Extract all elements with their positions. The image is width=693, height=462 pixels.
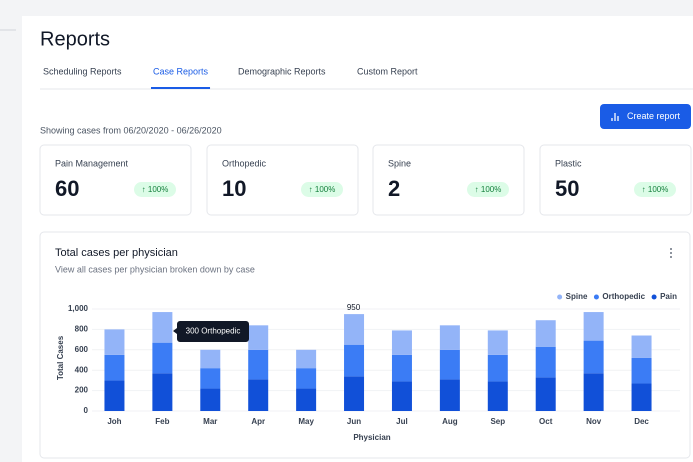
bar-segment xyxy=(296,368,317,389)
bar-segment xyxy=(248,379,269,411)
tab[interactable]: Demographic Reports xyxy=(238,66,326,76)
x-tick-label: Dec xyxy=(634,417,649,426)
bar-segment xyxy=(439,349,460,380)
bar-segment xyxy=(583,340,604,374)
y-tick-label: 1,000 xyxy=(68,304,89,313)
bar-segment xyxy=(152,373,173,411)
bar-segment xyxy=(487,381,508,411)
change-badge xyxy=(134,182,176,197)
button-label[interactable]: Create report xyxy=(627,111,681,121)
bar-segment xyxy=(248,325,269,350)
bar-segment xyxy=(104,354,125,381)
stat-card xyxy=(372,144,525,216)
y-tick-label: 200 xyxy=(75,386,89,395)
card-value: 10 xyxy=(222,176,246,201)
card-value: 2 xyxy=(388,176,400,201)
change-text: ↑ 100% xyxy=(642,185,669,194)
bar-segment xyxy=(200,388,221,411)
tooltip-text: 300 Orthopedic xyxy=(186,327,241,336)
card-label: Spine xyxy=(388,158,411,168)
legend-dot xyxy=(593,294,599,300)
bar-segment xyxy=(200,368,221,389)
change-badge xyxy=(634,182,676,197)
bar-segment xyxy=(535,346,556,378)
change-badge xyxy=(301,182,343,197)
x-tick-label: May xyxy=(298,417,314,426)
bar-segment xyxy=(535,377,556,411)
change-text: ↑ 100% xyxy=(309,185,336,194)
bar-segment xyxy=(535,320,556,347)
legend-dot xyxy=(651,294,657,300)
bar-segment xyxy=(104,380,125,411)
tab[interactable]: Case Reports xyxy=(153,66,209,76)
x-tick-label: Mar xyxy=(203,417,217,426)
bar-segment xyxy=(439,325,460,350)
legend-label: Spine xyxy=(566,292,588,301)
bar-segment xyxy=(344,314,365,345)
bar-segment xyxy=(391,330,412,355)
stat-card xyxy=(539,144,692,216)
page-title: Reports xyxy=(40,28,110,50)
card-label: Pain Management xyxy=(55,158,129,168)
x-tick-label: Feb xyxy=(155,417,169,426)
bar-segment xyxy=(200,349,221,369)
button-icon xyxy=(611,113,619,121)
bar-segment xyxy=(583,373,604,411)
x-tick-label: Nov xyxy=(586,417,602,426)
x-axis-label: Physician xyxy=(353,433,390,442)
bar-segment xyxy=(631,383,652,411)
chart-menu[interactable] xyxy=(670,248,672,258)
bar-segment xyxy=(439,379,460,411)
date-range: Showing cases from 06/20/2020 - 06/26/20… xyxy=(40,125,222,135)
bar-segment xyxy=(248,349,269,380)
bar-segment xyxy=(391,354,412,382)
bar-segment xyxy=(631,335,652,358)
bar-segment xyxy=(296,388,317,411)
bar-segment xyxy=(487,330,508,355)
bar-segment xyxy=(296,349,317,369)
legend-label: Pain xyxy=(660,292,677,301)
change-badge xyxy=(467,182,509,197)
card-label: Plastic xyxy=(555,158,582,168)
x-tick-label: Jun xyxy=(347,417,361,426)
x-tick-label: Joh xyxy=(107,417,121,426)
bar-segment xyxy=(391,381,412,411)
change-text: ↑ 100% xyxy=(475,185,502,194)
tooltip-box xyxy=(173,321,249,342)
bar-segment xyxy=(152,312,173,343)
card-value: 50 xyxy=(555,176,579,201)
y-tick-label: 0 xyxy=(84,406,89,415)
bar-segment xyxy=(104,329,125,355)
card-value: 60 xyxy=(55,176,79,201)
x-tick-label: Sep xyxy=(490,417,505,426)
chart-title: Total cases per physician xyxy=(55,247,178,259)
x-tick-label: Jul xyxy=(396,417,408,426)
total-label: 950 xyxy=(347,303,361,312)
legend-dot xyxy=(557,294,563,300)
stat-card xyxy=(39,144,192,216)
bar-segment xyxy=(631,357,652,384)
bar-segment xyxy=(487,354,508,382)
x-tick-label: Oct xyxy=(539,417,553,426)
y-axis-label: Total Cases xyxy=(56,335,65,380)
bar-segment xyxy=(344,376,365,411)
y-tick-label: 600 xyxy=(75,345,89,354)
legend-label: Orthopedic xyxy=(602,292,645,301)
bar-segment xyxy=(583,312,604,341)
chart-subtitle: View all cases per physician broken down… xyxy=(55,264,255,274)
card-label: Orthopedic xyxy=(222,158,267,168)
y-tick-label: 400 xyxy=(75,365,89,374)
change-text: ↑ 100% xyxy=(142,185,169,194)
tab[interactable]: Scheduling Reports xyxy=(43,66,122,76)
create-report-button[interactable] xyxy=(600,104,691,129)
stat-card xyxy=(206,144,359,216)
x-tick-label: Apr xyxy=(251,417,265,426)
y-tick-label: 800 xyxy=(75,325,89,334)
bar-segment xyxy=(344,344,365,377)
tab[interactable]: Custom Report xyxy=(357,66,418,76)
x-tick-label: Aug xyxy=(442,417,458,426)
bar-segment xyxy=(152,342,173,374)
